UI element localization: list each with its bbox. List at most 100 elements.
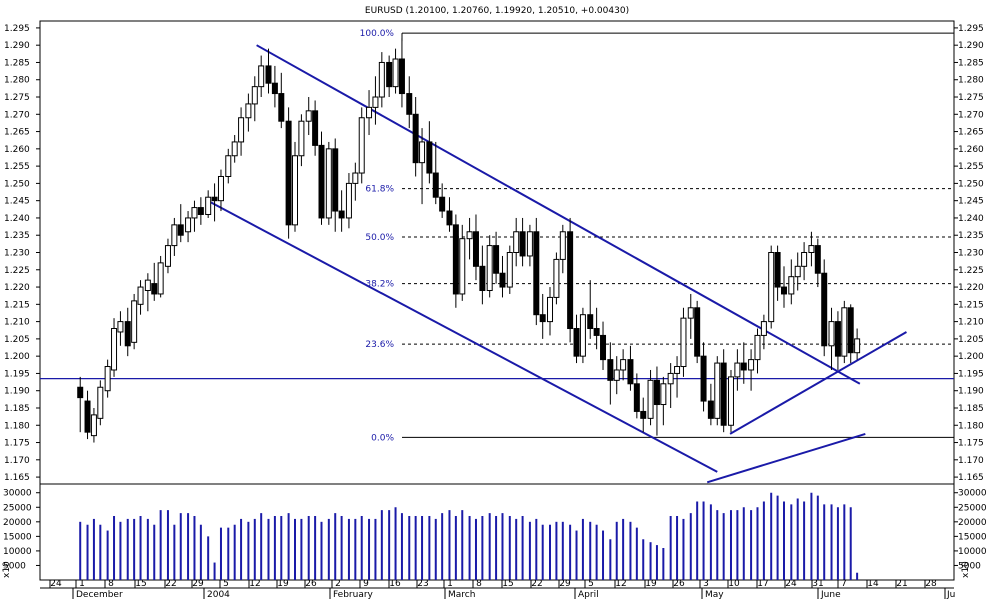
candle-body-up — [305, 110, 312, 122]
candlestick — [265, 48, 272, 94]
volume-tick-label-right: 30000 — [958, 489, 987, 499]
upper-channel-trendline[interactable] — [256, 44, 861, 385]
price-bars — [77, 38, 861, 443]
candle-body-down — [533, 231, 540, 316]
lower-channel-trendline[interactable] — [210, 201, 718, 473]
price-tick-label-right: 1.295 — [958, 24, 984, 34]
candle-body-down — [607, 359, 614, 381]
candlestick — [828, 307, 835, 370]
candlestick — [305, 97, 312, 136]
volume-tick-label-left: 30000 — [3, 489, 32, 499]
candlestick — [392, 48, 399, 94]
candle-body-up — [419, 141, 426, 164]
candle-body-up — [251, 86, 258, 105]
candle-body-up — [680, 317, 687, 368]
candle-body-down — [312, 110, 319, 146]
fibonacci-retracement[interactable]: 100.0% 61.8% 50.0% 38.2% 23.6% 0.0% — [360, 29, 954, 443]
candle-body-down — [84, 400, 91, 433]
volume-tick-label-right: 5000 — [958, 561, 981, 571]
candlestick — [144, 273, 151, 312]
month-label: February — [333, 590, 374, 599]
candle-body-down — [426, 141, 433, 174]
date-tick-label: 31 — [812, 579, 823, 589]
short-uptrend-trendline[interactable] — [729, 331, 907, 435]
date-tick-label: 19 — [645, 579, 657, 589]
candle-body-up — [205, 196, 212, 215]
candle-body-down — [847, 307, 854, 354]
candlestick — [386, 55, 393, 98]
volume-tick-label-left: 15000 — [3, 532, 32, 542]
candle-body-down — [151, 283, 158, 295]
candlestick — [258, 55, 265, 98]
month-label: June — [820, 590, 841, 599]
candlestick — [587, 280, 594, 339]
candlestick — [217, 169, 224, 212]
candlestick — [513, 217, 520, 267]
candlestick — [84, 390, 91, 440]
candlestick — [197, 197, 204, 225]
candle-body-down — [780, 286, 787, 295]
candlestick — [245, 93, 252, 132]
price-tick-label-right: 1.180 — [958, 421, 984, 431]
date-tick-label: 22 — [165, 579, 176, 589]
candlestick — [345, 173, 352, 229]
candlestick — [318, 131, 325, 225]
candlestick — [841, 300, 848, 364]
price-tick-label-right: 1.230 — [958, 249, 984, 259]
candlestick — [734, 349, 741, 391]
date-tick-label: 17 — [757, 579, 768, 589]
price-tick-label-right: 1.235 — [958, 231, 984, 241]
volume-tick-label-right: 10000 — [958, 547, 987, 557]
price-tick-label-left: 1.270 — [4, 110, 30, 120]
price-tick-label-left: 1.290 — [4, 41, 30, 51]
price-tick-label-left: 1.195 — [4, 369, 30, 379]
candle-body-up — [325, 148, 332, 219]
date-tick-label: 8 — [108, 579, 114, 589]
candle-body-down — [197, 207, 204, 215]
volume-tick-label-left: 25000 — [3, 503, 32, 513]
date-tick-label: 15 — [135, 579, 146, 589]
candlestick — [338, 190, 345, 232]
candle-body-up — [760, 321, 767, 336]
candle-body-up — [137, 286, 144, 305]
candle-body-up — [217, 175, 224, 202]
candle-body-down — [211, 196, 218, 202]
candle-body-down — [539, 314, 546, 323]
date-tick-label: 28 — [925, 579, 937, 589]
date-tick-label: 5 — [223, 579, 229, 589]
price-tick-label-left: 1.265 — [4, 128, 30, 138]
price-tick-label-left: 1.235 — [4, 231, 30, 241]
candle-body-up — [345, 182, 352, 219]
candlestick — [117, 311, 124, 346]
candle-body-down — [77, 386, 84, 399]
candlestick — [593, 307, 600, 350]
candle-body-down — [278, 93, 285, 122]
long-uptrend-trendline[interactable] — [706, 432, 866, 484]
candle-body-up — [157, 262, 164, 295]
candle-body-down — [177, 224, 184, 236]
date-tick-label: 19 — [277, 579, 289, 589]
candlestick — [205, 190, 212, 218]
candlestick — [760, 314, 767, 350]
date-tick-label: 1 — [447, 579, 453, 589]
price-tick-label-left: 1.165 — [4, 473, 30, 483]
candlestick — [579, 307, 586, 364]
price-tick-label-right: 1.165 — [958, 473, 984, 483]
price-tick-label-left: 1.275 — [4, 93, 30, 103]
month-label: 2004 — [207, 590, 230, 599]
candle-body-up — [90, 414, 97, 437]
candlestick — [547, 287, 554, 336]
candlestick — [378, 52, 385, 108]
candlestick — [680, 307, 687, 377]
trendlines[interactable] — [40, 44, 954, 484]
candlestick — [707, 383, 714, 426]
candle-body-down — [694, 307, 701, 357]
month-label: April — [578, 590, 599, 599]
candle-body-up — [372, 96, 379, 108]
candlestick — [526, 224, 533, 267]
candlestick — [251, 76, 258, 122]
candle-body-up — [104, 366, 111, 392]
fib-level-label: 50.0% — [365, 233, 394, 243]
candle-body-down — [499, 272, 506, 288]
